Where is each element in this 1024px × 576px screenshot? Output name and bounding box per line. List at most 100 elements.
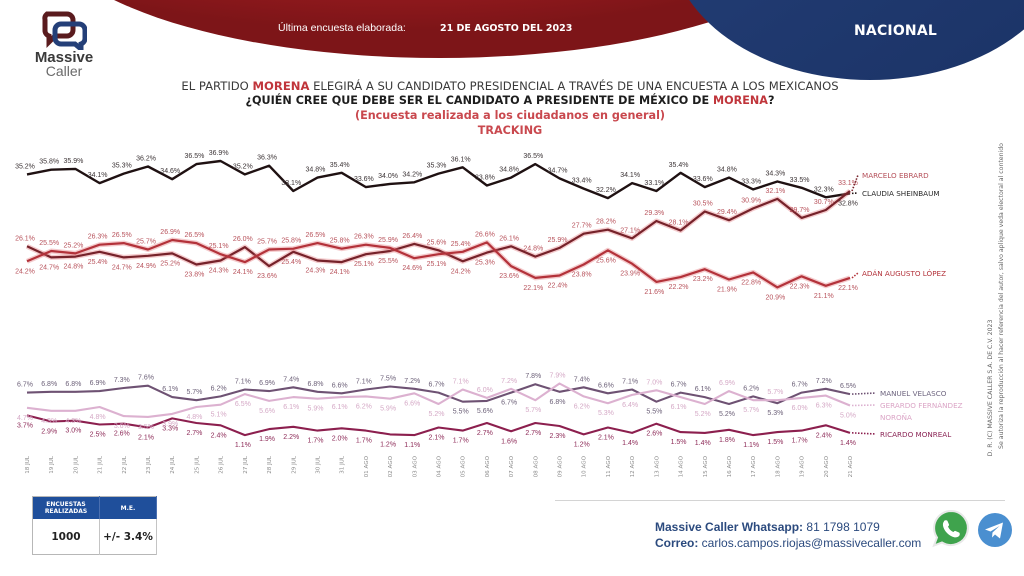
data-label: 3.5% (138, 424, 154, 431)
data-label: 26.5% (112, 232, 132, 239)
data-label: 23.8% (185, 271, 205, 278)
data-label: 35.2% (15, 163, 35, 170)
data-label: 7.3% (114, 377, 130, 384)
data-label: 6.7% (501, 400, 517, 407)
data-label: 21.9% (717, 286, 737, 293)
data-label: 6.7% (671, 382, 687, 389)
data-label: 23.8% (572, 271, 592, 278)
data-label: 34.8% (717, 167, 737, 174)
x-tick-label: 18 JUL (25, 455, 31, 474)
x-tick-label: 24 JUL (170, 455, 176, 474)
data-label: 33.4% (572, 178, 592, 185)
data-label: 30.7% (814, 199, 834, 206)
x-tick-label: 28 JUL (267, 455, 273, 474)
data-label: 33.5% (790, 177, 810, 184)
data-label: 34.8% (306, 167, 326, 174)
data-label: 7.1% (235, 379, 251, 386)
data-label: 4.3% (65, 418, 81, 425)
data-label: 32.8% (838, 200, 858, 207)
series-line-sheinbaum (26, 159, 851, 200)
whatsapp-number: 81 1798 1079 (803, 520, 880, 534)
data-label: 36.5% (523, 153, 543, 160)
data-label: 7.9% (550, 372, 566, 379)
x-tick-label: 04 AGO (437, 455, 443, 477)
headline: EL PARTIDO MORENA ELEGIRÁ A SU CANDIDATO… (0, 79, 1020, 93)
data-label: 25.5% (39, 240, 59, 247)
data-label: 33.6% (354, 176, 374, 183)
data-label: 7.1% (356, 379, 372, 386)
data-label: 35.3% (112, 163, 132, 170)
data-label: 1.7% (453, 438, 469, 445)
data-label: 24.3% (209, 268, 229, 275)
data-label: 1.5% (767, 439, 783, 446)
data-label: 6.2% (574, 403, 590, 410)
data-label: 35.4% (330, 162, 350, 169)
data-label: 25.2% (160, 260, 180, 267)
data-label: 1.9% (259, 436, 275, 443)
data-label: 33.1% (644, 180, 664, 187)
x-tick-label: 09 AGO (558, 455, 564, 477)
data-label: 1.7% (792, 438, 808, 445)
data-label: 34.8% (499, 167, 519, 174)
data-label: 26.3% (88, 234, 108, 241)
x-tick-label: 22 JUL (122, 455, 128, 474)
data-label: 21.6% (644, 289, 664, 296)
data-label: 35.9% (63, 158, 83, 165)
contact-whatsapp: Massive Caller Whatsapp: 81 1798 1079 (655, 520, 880, 534)
data-label: 6.7% (429, 382, 445, 389)
data-label: 5.7% (186, 389, 202, 396)
data-label: 24.2% (15, 268, 35, 275)
stats-table: ENCUESTAS REALIZADAS M.E. 1000 +/- 3.4% (32, 496, 157, 555)
data-label: 25.7% (136, 238, 156, 245)
x-tick-label: 23 JUL (146, 455, 152, 474)
data-label: 35.8% (39, 159, 59, 166)
data-label: 26.1% (15, 235, 35, 242)
speech-bubbles-icon (42, 11, 87, 50)
data-label: 5.2% (695, 411, 711, 418)
logo-text-massive: Massive (34, 49, 94, 66)
data-label: 1.4% (622, 440, 638, 447)
data-label: 6.9% (719, 380, 735, 387)
data-label: 6.9% (259, 380, 275, 387)
data-label: 1.1% (743, 442, 759, 449)
x-tick-label: 21 JUL (98, 455, 104, 474)
data-label: 25.8% (281, 238, 301, 245)
data-label: 7.2% (816, 378, 832, 385)
data-label: 32.1% (765, 188, 785, 195)
data-label: 34.2% (402, 171, 422, 178)
x-tick-label: 14 AGO (679, 455, 685, 477)
x-tick-label: 15 AGO (703, 455, 709, 477)
x-tick-label: 21 AGO (848, 455, 854, 477)
data-label: 29.3% (644, 210, 664, 217)
x-tick-label: 19 AGO (800, 455, 806, 477)
data-label: 34.1% (88, 172, 108, 179)
x-tick-label: 20 AGO (824, 455, 830, 477)
data-label: 5.6% (477, 408, 493, 415)
data-label: 6.9% (90, 380, 106, 387)
data-label: 23.6% (257, 273, 277, 280)
data-label: 28.1% (669, 220, 689, 227)
data-label: 3.3% (162, 425, 178, 432)
data-label: 1.2% (380, 441, 396, 448)
data-label: 29.4% (717, 209, 737, 216)
x-tick-label: 02 AGO (388, 455, 394, 477)
data-label: 7.0% (646, 379, 662, 386)
data-label: 4.8% (90, 414, 106, 421)
data-label: 6.0% (477, 387, 493, 394)
x-tick-label: 08 AGO (533, 455, 539, 477)
data-label: 2.4% (816, 432, 832, 439)
data-label: 22.3% (790, 283, 810, 290)
data-label: 1.1% (404, 442, 420, 449)
data-label: 2.3% (550, 433, 566, 440)
scope-label: NACIONAL (854, 23, 938, 39)
data-label: 5.3% (598, 410, 614, 417)
x-tick-label: 03 AGO (412, 455, 418, 477)
data-label: 6.2% (356, 403, 372, 410)
data-label: 6.8% (41, 381, 57, 388)
data-label: 5.6% (259, 408, 275, 415)
data-label: 5.1% (211, 412, 227, 419)
data-label: 6.6% (404, 400, 420, 407)
data-label: 2.0% (332, 435, 348, 442)
legend-connector (851, 432, 877, 435)
telegram-icon (978, 513, 1012, 547)
